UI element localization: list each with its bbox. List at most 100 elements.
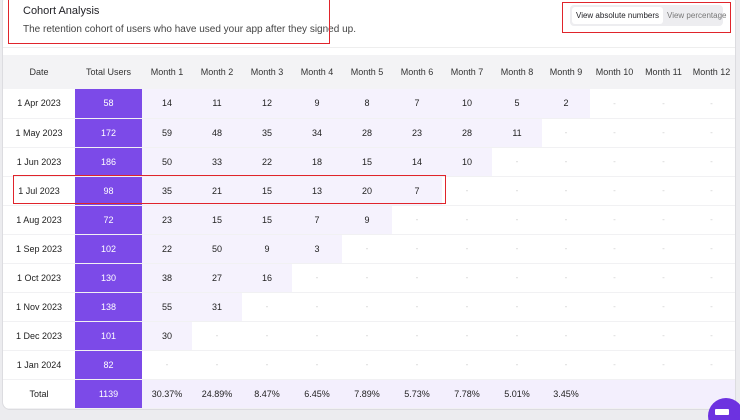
table-header-row: Date Total Users Month 1 Month 2 Month 3 Mont… [3,55,735,89]
empty-cell: - [342,321,392,350]
empty-cell: - [688,321,735,350]
cohort-date: 1 Aug 2023 [16,214,62,225]
empty-cell: - [342,292,392,321]
retention-percentage: 5.01% [492,379,542,408]
retention-cell: 23 [142,205,192,234]
page-title: Cohort Analysis [23,5,100,17]
empty-cell: - [688,176,735,205]
empty-cell: - [442,205,492,234]
empty-cell: - [292,350,342,379]
retention-cell: 11 [192,89,242,118]
empty-cell: - [590,350,639,379]
empty-cell: - [639,176,688,205]
cohort-date: 1 Oct 2023 [16,272,62,283]
empty-cell: - [192,350,242,379]
empty-cell: - [542,321,590,350]
empty-cell: - [590,118,639,147]
total-users-cell: 102 [75,234,142,263]
page-subtitle: The retention cohort of users who have u… [23,24,356,35]
table-row: 1 Sep 2023 102 22 50 9 3- - - - - - - - [3,234,735,263]
column-header-month-11: Month 11 [639,55,688,89]
empty-percentage-cell [590,379,639,408]
retention-cell: 28 [442,118,492,147]
empty-cell: - [688,205,735,234]
total-users-cell: 172 [75,118,142,147]
empty-cell: - [542,205,590,234]
retention-cell: 15 [242,205,292,234]
retention-cell: 9 [242,234,292,263]
retention-cell: 7 [392,176,442,205]
empty-cell: - [688,118,735,147]
view-absolute-numbers-button[interactable]: View absolute numbers [572,7,664,24]
column-header-month-12: Month 12 [688,55,735,89]
empty-cell: - [292,292,342,321]
retention-percentage: 30.37% [142,379,192,408]
empty-cell: - [442,350,492,379]
retention-cell: 2 [542,89,590,118]
column-header-month-8: Month 8 [492,55,542,89]
cohort-date: 1 Jan 2024 [16,359,62,370]
retention-cell: 35 [142,176,192,205]
cohort-date: 1 Dec 2023 [15,330,63,341]
empty-cell: - [442,292,492,321]
retention-cell: 34 [292,118,342,147]
table-row: 1 Jun 2023 186 50 33 22 18 15 14 10- - - - - [3,147,735,176]
empty-cell: - [392,205,442,234]
view-percentage-button[interactable]: View percentage [667,11,727,20]
retention-cell: 13 [292,176,342,205]
cohort-date: 1 Jun 2023 [16,156,62,167]
retention-cell: 11 [492,118,542,147]
retention-cell: 14 [142,89,192,118]
empty-cell: - [392,321,442,350]
view-mode-toggle: View absolute numbers View percentage [570,5,726,26]
table-row: 1 Dec 2023 101 30- - - - - - - - - - - [3,321,735,350]
empty-cell: - [639,205,688,234]
table-row: 1 Apr 2023 58 14 11 12 9 8 7 10 5 2- - - [3,89,735,118]
empty-cell: - [542,118,590,147]
total-label: Total [29,388,49,399]
empty-cell: - [590,147,639,176]
empty-cell: - [342,263,392,292]
empty-cell: - [292,263,342,292]
empty-cell: - [242,350,292,379]
empty-cell: - [192,321,242,350]
chat-widget-button[interactable] [708,398,740,420]
retention-cell: 15 [342,147,392,176]
empty-cell: - [590,263,639,292]
empty-cell: - [688,350,735,379]
cohort-date: 1 Jul 2023 [18,185,60,196]
retention-cell: 22 [242,147,292,176]
empty-cell: - [442,176,492,205]
total-users-cell: 101 [75,321,142,350]
table-row: 1 Aug 2023 72 23 15 15 7 9- - - - - - - [3,205,735,234]
retention-cell: 12 [242,89,292,118]
empty-cell: - [142,350,192,379]
empty-cell: - [639,147,688,176]
empty-cell: - [492,350,542,379]
empty-cell: - [639,234,688,263]
retention-percentage: 8.47% [242,379,292,408]
retention-cell: 15 [242,176,292,205]
empty-cell: - [542,234,590,263]
cohort-table: Date Total Users Month 1 Month 2 Month 3 Mont… [3,55,735,409]
empty-cell: - [639,350,688,379]
total-users-cell: 72 [75,205,142,234]
empty-cell: - [590,292,639,321]
empty-cell: - [688,292,735,321]
empty-cell: - [242,292,292,321]
retention-cell: 7 [292,205,342,234]
retention-cell: 33 [192,147,242,176]
empty-cell: - [392,350,442,379]
empty-cell: - [542,176,590,205]
header-divider [3,47,735,48]
total-users-cell: 98 [75,176,142,205]
table-row: 1 Nov 2023 138 55 31- - - - - - - - - - [3,292,735,321]
retention-cell: 18 [292,147,342,176]
chat-icon [715,409,729,415]
retention-cell: 23 [392,118,442,147]
empty-cell: - [442,234,492,263]
empty-cell: - [639,263,688,292]
retention-percentage: 7.78% [442,379,492,408]
empty-cell: - [639,292,688,321]
total-users-cell: 130 [75,263,142,292]
